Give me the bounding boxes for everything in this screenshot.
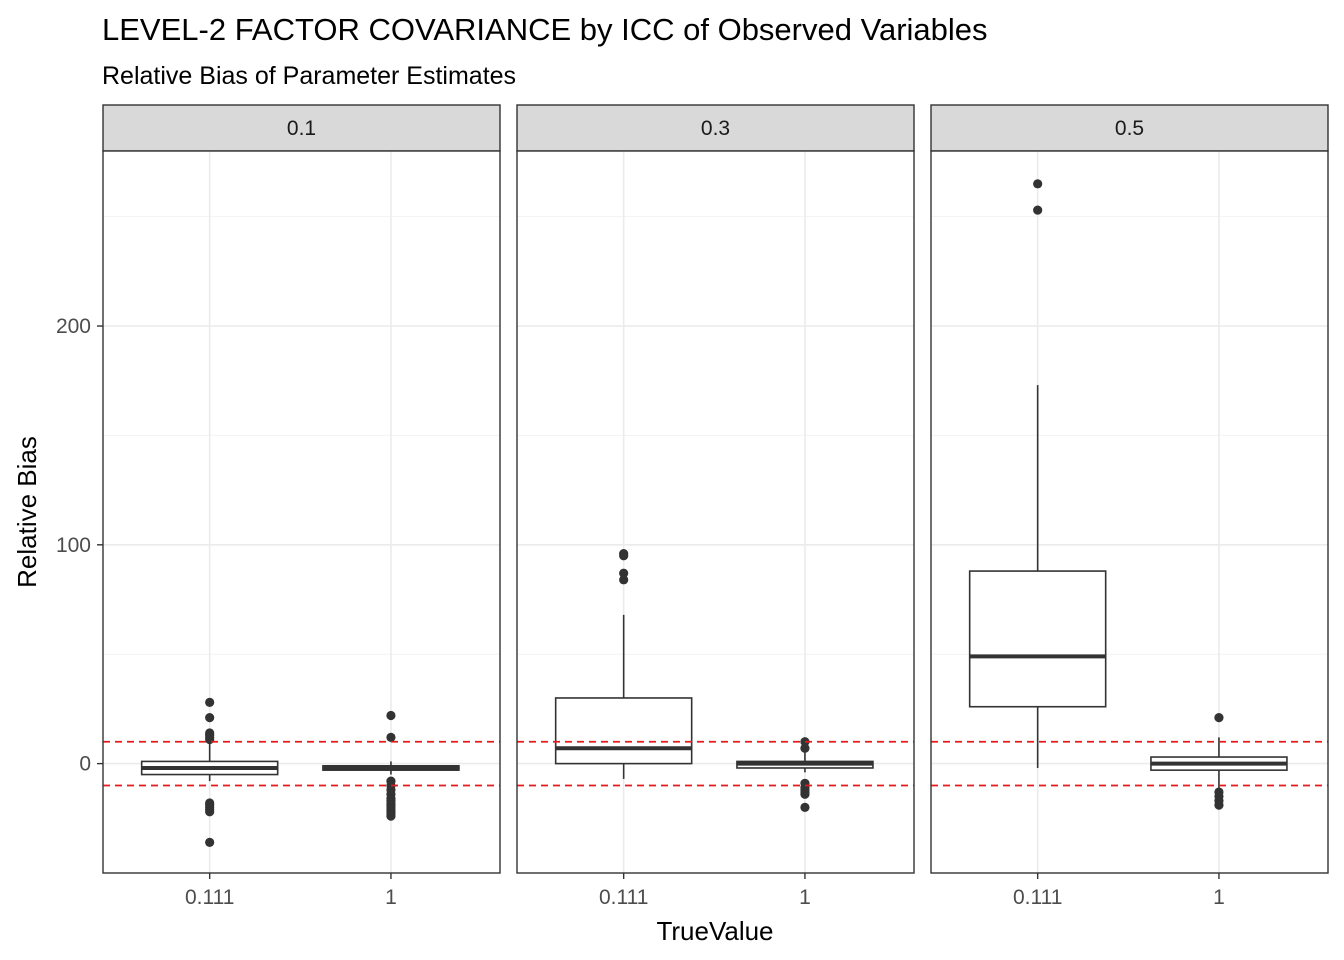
box-iqr (968, 570, 1107, 708)
outlier-point (1033, 205, 1043, 215)
outlier-point (205, 837, 215, 847)
facet-strip (102, 104, 501, 152)
outlier-point (205, 713, 215, 723)
facet-strip-label: 0.3 (701, 117, 730, 140)
panel-border (516, 150, 915, 874)
x-tick-label: 0.111 (599, 886, 648, 909)
outlier-point (386, 710, 396, 721)
boxplot-0.111 (554, 548, 693, 779)
facet-strip (516, 104, 915, 152)
x-axis-title: TrueValue (656, 916, 773, 946)
x-tick-label: 1 (1213, 886, 1225, 909)
x-tick-label: 1 (385, 886, 397, 909)
facet-strip-label: 0.5 (1115, 117, 1144, 140)
outlier-point (619, 568, 629, 578)
y-axis: 0 100 200 (56, 315, 103, 776)
facet-strip (930, 104, 1329, 152)
facet-panel-0.3: 0.3 0.111 1 (516, 104, 915, 909)
outlier-point (1033, 179, 1043, 189)
boxplot-0.111 (968, 179, 1107, 768)
y-tick-label: 100 (56, 534, 91, 557)
y-tick-label: 200 (56, 315, 91, 338)
boxplot-1 (322, 710, 460, 821)
chart-title: LEVEL-2 FACTOR COVARIANCE by ICC of Obse… (102, 12, 988, 47)
panel-background (931, 151, 1328, 873)
chart-subtitle: Relative Bias of Parameter Estimates (102, 62, 516, 90)
boxplot-1 (1150, 713, 1288, 810)
outlier-point (1214, 800, 1224, 810)
outlier-point (386, 732, 396, 742)
facet-panel-0.1: 0.1 0.111 1 (102, 104, 501, 909)
boxplot-1 (736, 737, 874, 812)
outlier-point (800, 802, 810, 812)
facet-strip-label: 0.1 (287, 117, 316, 140)
x-tick-label: 0.111 (1013, 886, 1062, 909)
y-tick-label: 0 (79, 753, 91, 776)
outlier-point (1214, 713, 1224, 723)
x-tick-label: 1 (799, 886, 811, 909)
x-tick-label: 0.111 (185, 886, 234, 909)
outlier-point (205, 697, 215, 707)
outlier-point (800, 743, 810, 753)
panel-border (102, 150, 501, 874)
outlier-point (205, 807, 215, 817)
facet-panels: 0.1 0.111 1 0.3 0.111 1 0.5 0.111 1 (102, 104, 1329, 909)
panel-border (930, 150, 1329, 874)
outlier-point (386, 811, 396, 821)
outlier-point (619, 551, 629, 561)
outlier-point (205, 734, 215, 745)
facet-panel-0.5: 0.5 0.111 1 (930, 104, 1329, 909)
outlier-point (800, 789, 810, 799)
box-iqr (554, 697, 693, 765)
panel-background (103, 151, 500, 873)
boxplot-0.111 (140, 697, 279, 847)
outlier-point (800, 737, 810, 747)
outlier-point (619, 575, 629, 585)
y-axis-title: Relative Bias (12, 436, 42, 588)
